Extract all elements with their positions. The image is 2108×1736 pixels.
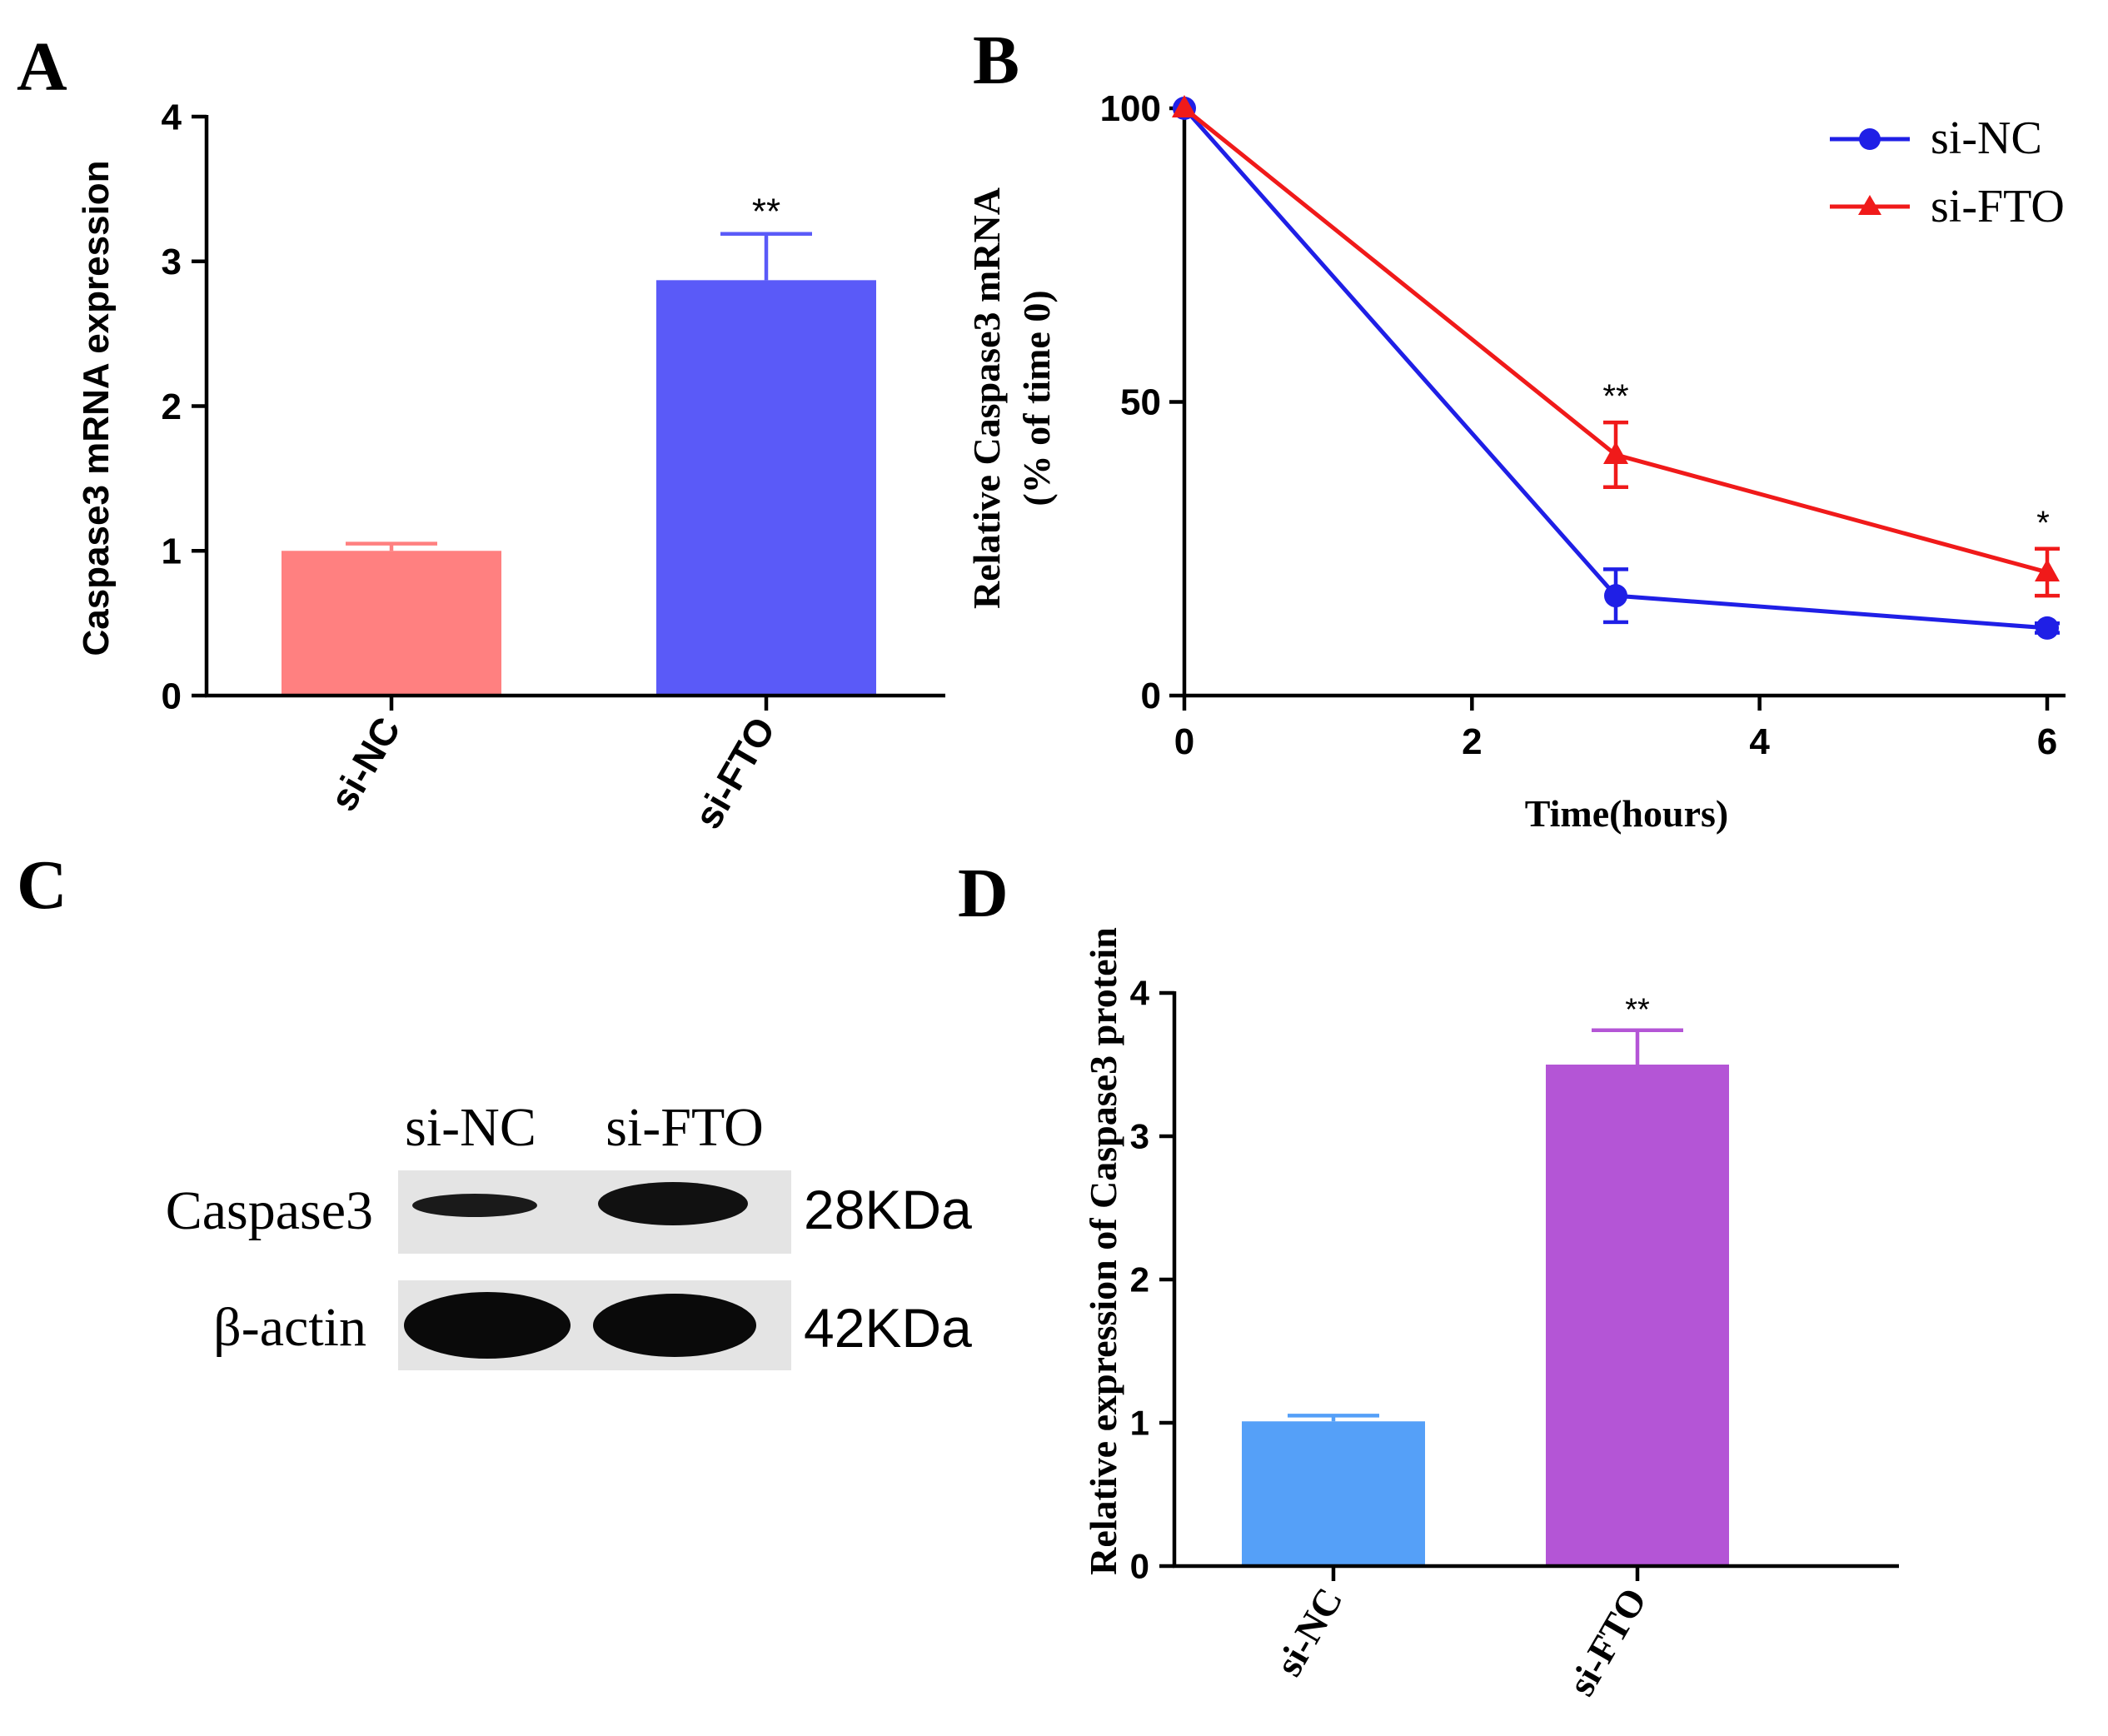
chart-b-y-axis-label-line1: Relative Caspase3 mRNA — [965, 187, 1008, 609]
blot-size-beta-actin: 42KDa — [804, 1297, 972, 1359]
chart-b-significance-x6: * — [2036, 505, 2050, 541]
chart-b-point-si-nc-3 — [1604, 584, 1627, 608]
chart-d: ** 0 1 2 3 4 si-NC si-FTO Relative expression… — [1082, 927, 1899, 1703]
blot-band-caspase3-si-nc — [412, 1194, 537, 1217]
chart-d-y-tick-label-0: 0 — [1130, 1547, 1149, 1586]
chart-d-significance-si-fto: ** — [1625, 993, 1650, 1028]
chart-a-bars: ** — [282, 192, 876, 696]
chart-b-x-tick-label-0: 0 — [1174, 721, 1194, 762]
western-blot: si-NC si-FTO Caspase3 β-actin 28KDa 42KD… — [166, 1097, 972, 1370]
panel-label-d: D — [958, 855, 1009, 932]
chart-d-y-tick-label-3: 3 — [1130, 1117, 1149, 1156]
chart-a-y-tick-label-0: 0 — [162, 676, 182, 716]
chart-b-y-tick-label-0: 0 — [1141, 676, 1161, 716]
chart-d-category-label-si-fto: si-FTO — [1560, 1581, 1655, 1704]
chart-b-significance-x3: ** — [1602, 378, 1628, 415]
blot-band-caspase3-si-fto — [598, 1182, 748, 1225]
chart-a-y-tick-label-3: 3 — [162, 242, 182, 282]
legend-si-fto-label: si-FTO — [1931, 181, 2065, 232]
chart-b-series-line-si-fto — [1183, 107, 2048, 575]
chart-d-y-tick-label-4: 4 — [1130, 974, 1150, 1013]
chart-a-y-axis-label: Caspase3 mRNA expression — [76, 160, 117, 656]
blot-lane-label-si-fto: si-FTO — [605, 1097, 764, 1158]
chart-b-series-line-si-nc — [1183, 107, 2048, 631]
chart-d-y-tick-label-2: 2 — [1130, 1260, 1149, 1300]
chart-a-y-tick-label-1: 1 — [162, 531, 182, 572]
chart-d-y-tick-label-1: 1 — [1130, 1404, 1149, 1443]
panel-label-a: A — [17, 28, 67, 106]
chart-d-bar-si-fto — [1546, 1065, 1729, 1566]
blot-row-label-caspase3: Caspase3 — [166, 1180, 373, 1241]
chart-a-y-tick-label-4: 4 — [162, 97, 182, 137]
chart-a-significance-si-fto: ** — [752, 192, 780, 232]
chart-d-bar-si-nc — [1242, 1421, 1425, 1566]
chart-a-bar-si-fto — [656, 280, 876, 696]
chart-b-point-si-nc-6 — [2036, 616, 2059, 640]
chart-b-y-tick-label-50: 50 — [1120, 382, 1161, 423]
chart-b-x-axis-label: Time(hours) — [1525, 792, 1729, 835]
chart-b-x-tick-label-4: 4 — [1749, 721, 1770, 762]
chart-d-y-axis-label: Relative expression of Caspase3 protein — [1082, 927, 1124, 1575]
legend-si-nc-marker — [1859, 128, 1881, 150]
chart-a: ** 0 1 2 3 4 si-NC si-FTO Caspase3 mRNA expre… — [76, 97, 945, 836]
panel-label-b: B — [973, 22, 1019, 99]
chart-d-bars: ** — [1242, 993, 1729, 1566]
chart-a-y-tick-label-2: 2 — [162, 387, 182, 427]
blot-lane-label-si-nc: si-NC — [405, 1097, 536, 1158]
chart-b-point-si-fto-3 — [1603, 441, 1628, 464]
chart-a-category-label-si-nc: si-NC — [321, 710, 409, 818]
chart-d-y-ticks: 0 1 2 3 4 — [1130, 974, 1174, 1586]
chart-b-series: *** — [1172, 95, 2060, 640]
legend-si-fto-marker — [1858, 195, 1881, 215]
chart-b-y-ticks: 0 50 100 — [1100, 88, 1184, 716]
chart-b-y-axis-label-line2: (% of time 0) — [1015, 290, 1058, 506]
chart-b-point-si-fto-6 — [2035, 558, 2060, 581]
blot-band-beta-actin-si-nc — [404, 1292, 571, 1359]
chart-b-y-tick-label-100: 100 — [1100, 88, 1161, 129]
chart-b-point-si-fto-0 — [1172, 95, 1197, 117]
chart-a-y-ticks: 0 1 2 3 4 — [162, 97, 207, 716]
blot-row-label-beta-actin: β-actin — [213, 1297, 366, 1358]
chart-b-x-tick-label-6: 6 — [2037, 721, 2057, 762]
chart-d-x-ticks: si-NC si-FTO — [1267, 1566, 1655, 1704]
chart-d-category-label-si-nc: si-NC — [1267, 1581, 1350, 1684]
blot-size-caspase3: 28KDa — [804, 1179, 972, 1240]
chart-b-x-tick-label-2: 2 — [1462, 721, 1482, 762]
panel-label-c: C — [17, 846, 67, 924]
legend-si-nc-label: si-NC — [1931, 112, 2042, 164]
chart-a-bar-si-nc — [282, 551, 501, 696]
chart-b-legend: si-NC si-FTO — [1830, 112, 2065, 232]
chart-a-category-label-si-fto: si-FTO — [685, 710, 783, 836]
chart-a-x-ticks: si-NC si-FTO — [321, 696, 784, 836]
blot-band-beta-actin-si-fto — [593, 1294, 756, 1357]
chart-b-x-ticks: 0 2 4 6 — [1174, 696, 2057, 762]
